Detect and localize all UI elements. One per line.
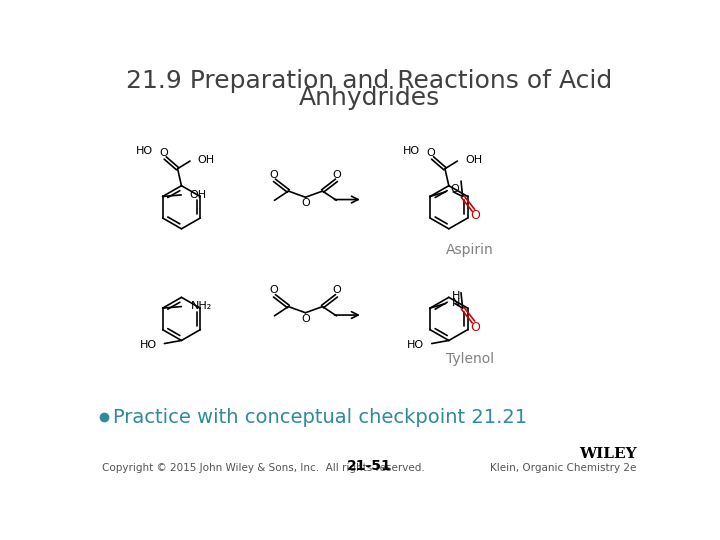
Text: WILEY: WILEY bbox=[579, 447, 636, 461]
Text: OH: OH bbox=[198, 156, 215, 165]
Text: O: O bbox=[269, 286, 278, 295]
Text: O: O bbox=[301, 314, 310, 324]
Text: OH: OH bbox=[189, 190, 206, 200]
Text: HO: HO bbox=[403, 146, 420, 156]
Text: 21-51: 21-51 bbox=[346, 459, 392, 473]
Text: O: O bbox=[470, 209, 480, 222]
Text: Practice with conceptual checkpoint 21.21: Practice with conceptual checkpoint 21.2… bbox=[113, 408, 527, 427]
Text: Copyright © 2015 John Wiley & Sons, Inc.  All rights reserved.: Copyright © 2015 John Wiley & Sons, Inc.… bbox=[102, 463, 424, 473]
Text: O: O bbox=[159, 147, 168, 158]
Text: Aspirin: Aspirin bbox=[446, 242, 494, 256]
Text: O: O bbox=[333, 170, 341, 180]
Text: O: O bbox=[427, 147, 436, 158]
Text: Anhydrides: Anhydrides bbox=[298, 86, 440, 110]
Text: Klein, Organic Chemistry 2e: Klein, Organic Chemistry 2e bbox=[490, 463, 636, 473]
Text: Tylenol: Tylenol bbox=[446, 352, 494, 366]
Text: H: H bbox=[451, 291, 460, 301]
Text: OH: OH bbox=[465, 156, 482, 165]
Text: HO: HO bbox=[140, 340, 157, 350]
Text: O: O bbox=[333, 286, 341, 295]
Text: O: O bbox=[450, 184, 459, 194]
Text: O: O bbox=[301, 198, 310, 208]
Text: NH₂: NH₂ bbox=[191, 301, 212, 311]
Text: N: N bbox=[451, 298, 460, 308]
Text: O: O bbox=[470, 321, 480, 334]
Text: HO: HO bbox=[135, 146, 153, 156]
Text: 21.9 Preparation and Reactions of Acid: 21.9 Preparation and Reactions of Acid bbox=[126, 69, 612, 93]
Text: HO: HO bbox=[407, 340, 424, 350]
Text: O: O bbox=[269, 170, 278, 180]
